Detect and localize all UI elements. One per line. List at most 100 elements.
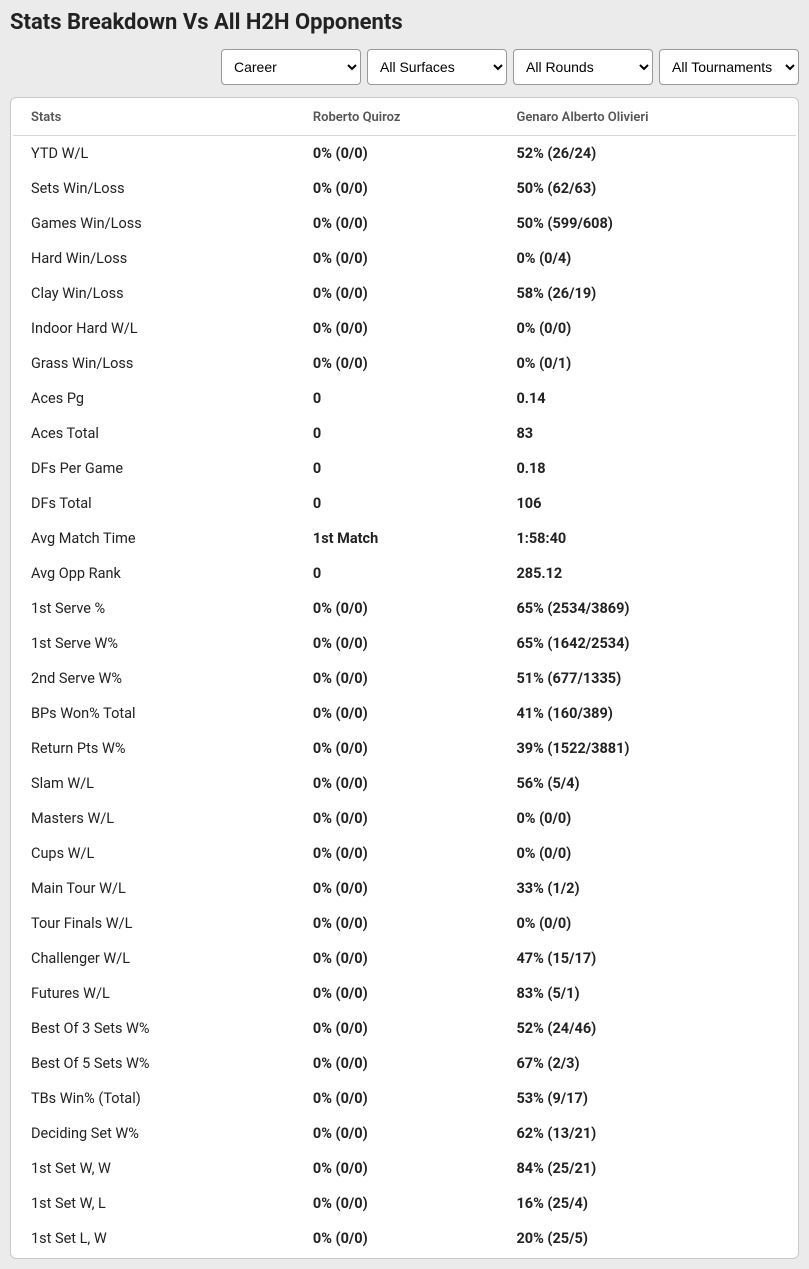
table-row: TBs Win% (Total)0% (0/0)53% (9/17) (13, 1081, 796, 1116)
table-row: Masters W/L0% (0/0)0% (0/0) (13, 801, 796, 836)
stat-value-player2: 0% (0/0) (498, 906, 796, 941)
stat-value-player1: 1st Match (295, 521, 499, 556)
stat-label: Aces Pg (13, 381, 295, 416)
table-row: Hard Win/Loss0% (0/0)0% (0/4) (13, 241, 796, 276)
stat-label: DFs Total (13, 486, 295, 521)
stat-value-player1: 0% (0/0) (295, 1186, 499, 1221)
col-header-player1: Roberto Quiroz (295, 100, 499, 136)
stat-value-player1: 0% (0/0) (295, 626, 499, 661)
stat-label: Avg Match Time (13, 521, 295, 556)
stat-value-player2: 285.12 (498, 556, 796, 591)
stat-value-player1: 0% (0/0) (295, 276, 499, 311)
stat-label: Clay Win/Loss (13, 276, 295, 311)
stat-value-player1: 0% (0/0) (295, 171, 499, 206)
stat-value-player2: 41% (160/389) (498, 696, 796, 731)
table-row: Slam W/L0% (0/0)56% (5/4) (13, 766, 796, 801)
stat-value-player2: 51% (677/1335) (498, 661, 796, 696)
stat-label: Best Of 3 Sets W% (13, 1011, 295, 1046)
stat-value-player2: 0% (0/4) (498, 241, 796, 276)
stat-value-player1: 0 (295, 556, 499, 591)
stat-label: Deciding Set W% (13, 1116, 295, 1151)
stat-value-player1: 0% (0/0) (295, 941, 499, 976)
col-header-stats: Stats (13, 100, 295, 136)
stat-label: TBs Win% (Total) (13, 1081, 295, 1116)
stat-value-player2: 65% (2534/3869) (498, 591, 796, 626)
stat-value-player2: 16% (25/4) (498, 1186, 796, 1221)
rounds-select[interactable]: All Rounds (513, 49, 653, 85)
table-row: Clay Win/Loss0% (0/0)58% (26/19) (13, 276, 796, 311)
table-row: Main Tour W/L0% (0/0)33% (1/2) (13, 871, 796, 906)
stat-value-player1: 0% (0/0) (295, 731, 499, 766)
table-row: 2nd Serve W%0% (0/0)51% (677/1335) (13, 661, 796, 696)
stat-value-player1: 0 (295, 451, 499, 486)
stat-label: Hard Win/Loss (13, 241, 295, 276)
stat-label: Games Win/Loss (13, 206, 295, 241)
stat-label: Masters W/L (13, 801, 295, 836)
table-row: Aces Pg00.14 (13, 381, 796, 416)
table-row: Return Pts W%0% (0/0)39% (1522/3881) (13, 731, 796, 766)
stat-label: Challenger W/L (13, 941, 295, 976)
stat-value-player2: 50% (62/63) (498, 171, 796, 206)
stat-label: Sets Win/Loss (13, 171, 295, 206)
stat-value-player2: 47% (15/17) (498, 941, 796, 976)
tournaments-select[interactable]: All Tournaments (659, 49, 799, 85)
table-row: Futures W/L0% (0/0)83% (5/1) (13, 976, 796, 1011)
stats-table-container: Stats Roberto Quiroz Genaro Alberto Oliv… (10, 97, 799, 1259)
stat-value-player2: 52% (24/46) (498, 1011, 796, 1046)
table-row: YTD W/L0% (0/0)52% (26/24) (13, 136, 796, 172)
surfaces-select[interactable]: All Surfaces (367, 49, 507, 85)
table-row: 1st Serve W%0% (0/0)65% (1642/2534) (13, 626, 796, 661)
stat-label: Grass Win/Loss (13, 346, 295, 381)
stat-value-player2: 83 (498, 416, 796, 451)
stat-value-player1: 0% (0/0) (295, 696, 499, 731)
stat-value-player1: 0% (0/0) (295, 206, 499, 241)
stat-value-player1: 0% (0/0) (295, 871, 499, 906)
stat-value-player2: 84% (25/21) (498, 1151, 796, 1186)
stat-label: Cups W/L (13, 836, 295, 871)
stat-value-player1: 0% (0/0) (295, 1116, 499, 1151)
stat-label: Return Pts W% (13, 731, 295, 766)
stat-value-player2: 0.14 (498, 381, 796, 416)
stat-value-player2: 0% (0/0) (498, 836, 796, 871)
table-row: DFs Per Game00.18 (13, 451, 796, 486)
stat-value-player2: 50% (599/608) (498, 206, 796, 241)
stat-label: Best Of 5 Sets W% (13, 1046, 295, 1081)
table-row: Tour Finals W/L0% (0/0)0% (0/0) (13, 906, 796, 941)
stat-value-player2: 83% (5/1) (498, 976, 796, 1011)
table-row: Sets Win/Loss0% (0/0)50% (62/63) (13, 171, 796, 206)
timeframe-select[interactable]: Career (221, 49, 361, 85)
stat-value-player1: 0% (0/0) (295, 1221, 499, 1256)
table-row: Deciding Set W%0% (0/0)62% (13/21) (13, 1116, 796, 1151)
stat-value-player1: 0% (0/0) (295, 1011, 499, 1046)
table-row: 1st Set W, W0% (0/0)84% (25/21) (13, 1151, 796, 1186)
stat-value-player1: 0% (0/0) (295, 136, 499, 172)
stat-value-player2: 56% (5/4) (498, 766, 796, 801)
stat-value-player2: 0.18 (498, 451, 796, 486)
stat-label: 1st Serve W% (13, 626, 295, 661)
table-row: Games Win/Loss0% (0/0)50% (599/608) (13, 206, 796, 241)
stat-value-player2: 65% (1642/2534) (498, 626, 796, 661)
table-row: Challenger W/L0% (0/0)47% (15/17) (13, 941, 796, 976)
table-row: Best Of 3 Sets W%0% (0/0)52% (24/46) (13, 1011, 796, 1046)
stat-label: Main Tour W/L (13, 871, 295, 906)
filter-bar: Career All Surfaces All Rounds All Tourn… (10, 49, 799, 85)
stat-value-player1: 0% (0/0) (295, 311, 499, 346)
stat-value-player2: 0% (0/1) (498, 346, 796, 381)
stat-value-player2: 20% (25/5) (498, 1221, 796, 1256)
table-row: Aces Total083 (13, 416, 796, 451)
table-row: 1st Set L, W0% (0/0)20% (25/5) (13, 1221, 796, 1256)
stat-value-player2: 52% (26/24) (498, 136, 796, 172)
stat-label: 1st Set W, L (13, 1186, 295, 1221)
stat-value-player2: 0% (0/0) (498, 801, 796, 836)
stat-label: 1st Set W, W (13, 1151, 295, 1186)
stat-value-player1: 0% (0/0) (295, 801, 499, 836)
stat-value-player1: 0 (295, 416, 499, 451)
stat-value-player2: 0% (0/0) (498, 311, 796, 346)
stat-label: Avg Opp Rank (13, 556, 295, 591)
table-row: BPs Won% Total0% (0/0)41% (160/389) (13, 696, 796, 731)
stat-value-player1: 0% (0/0) (295, 346, 499, 381)
stat-label: 1st Serve % (13, 591, 295, 626)
stat-value-player1: 0% (0/0) (295, 661, 499, 696)
stat-label: 2nd Serve W% (13, 661, 295, 696)
stat-label: 1st Set L, W (13, 1221, 295, 1256)
